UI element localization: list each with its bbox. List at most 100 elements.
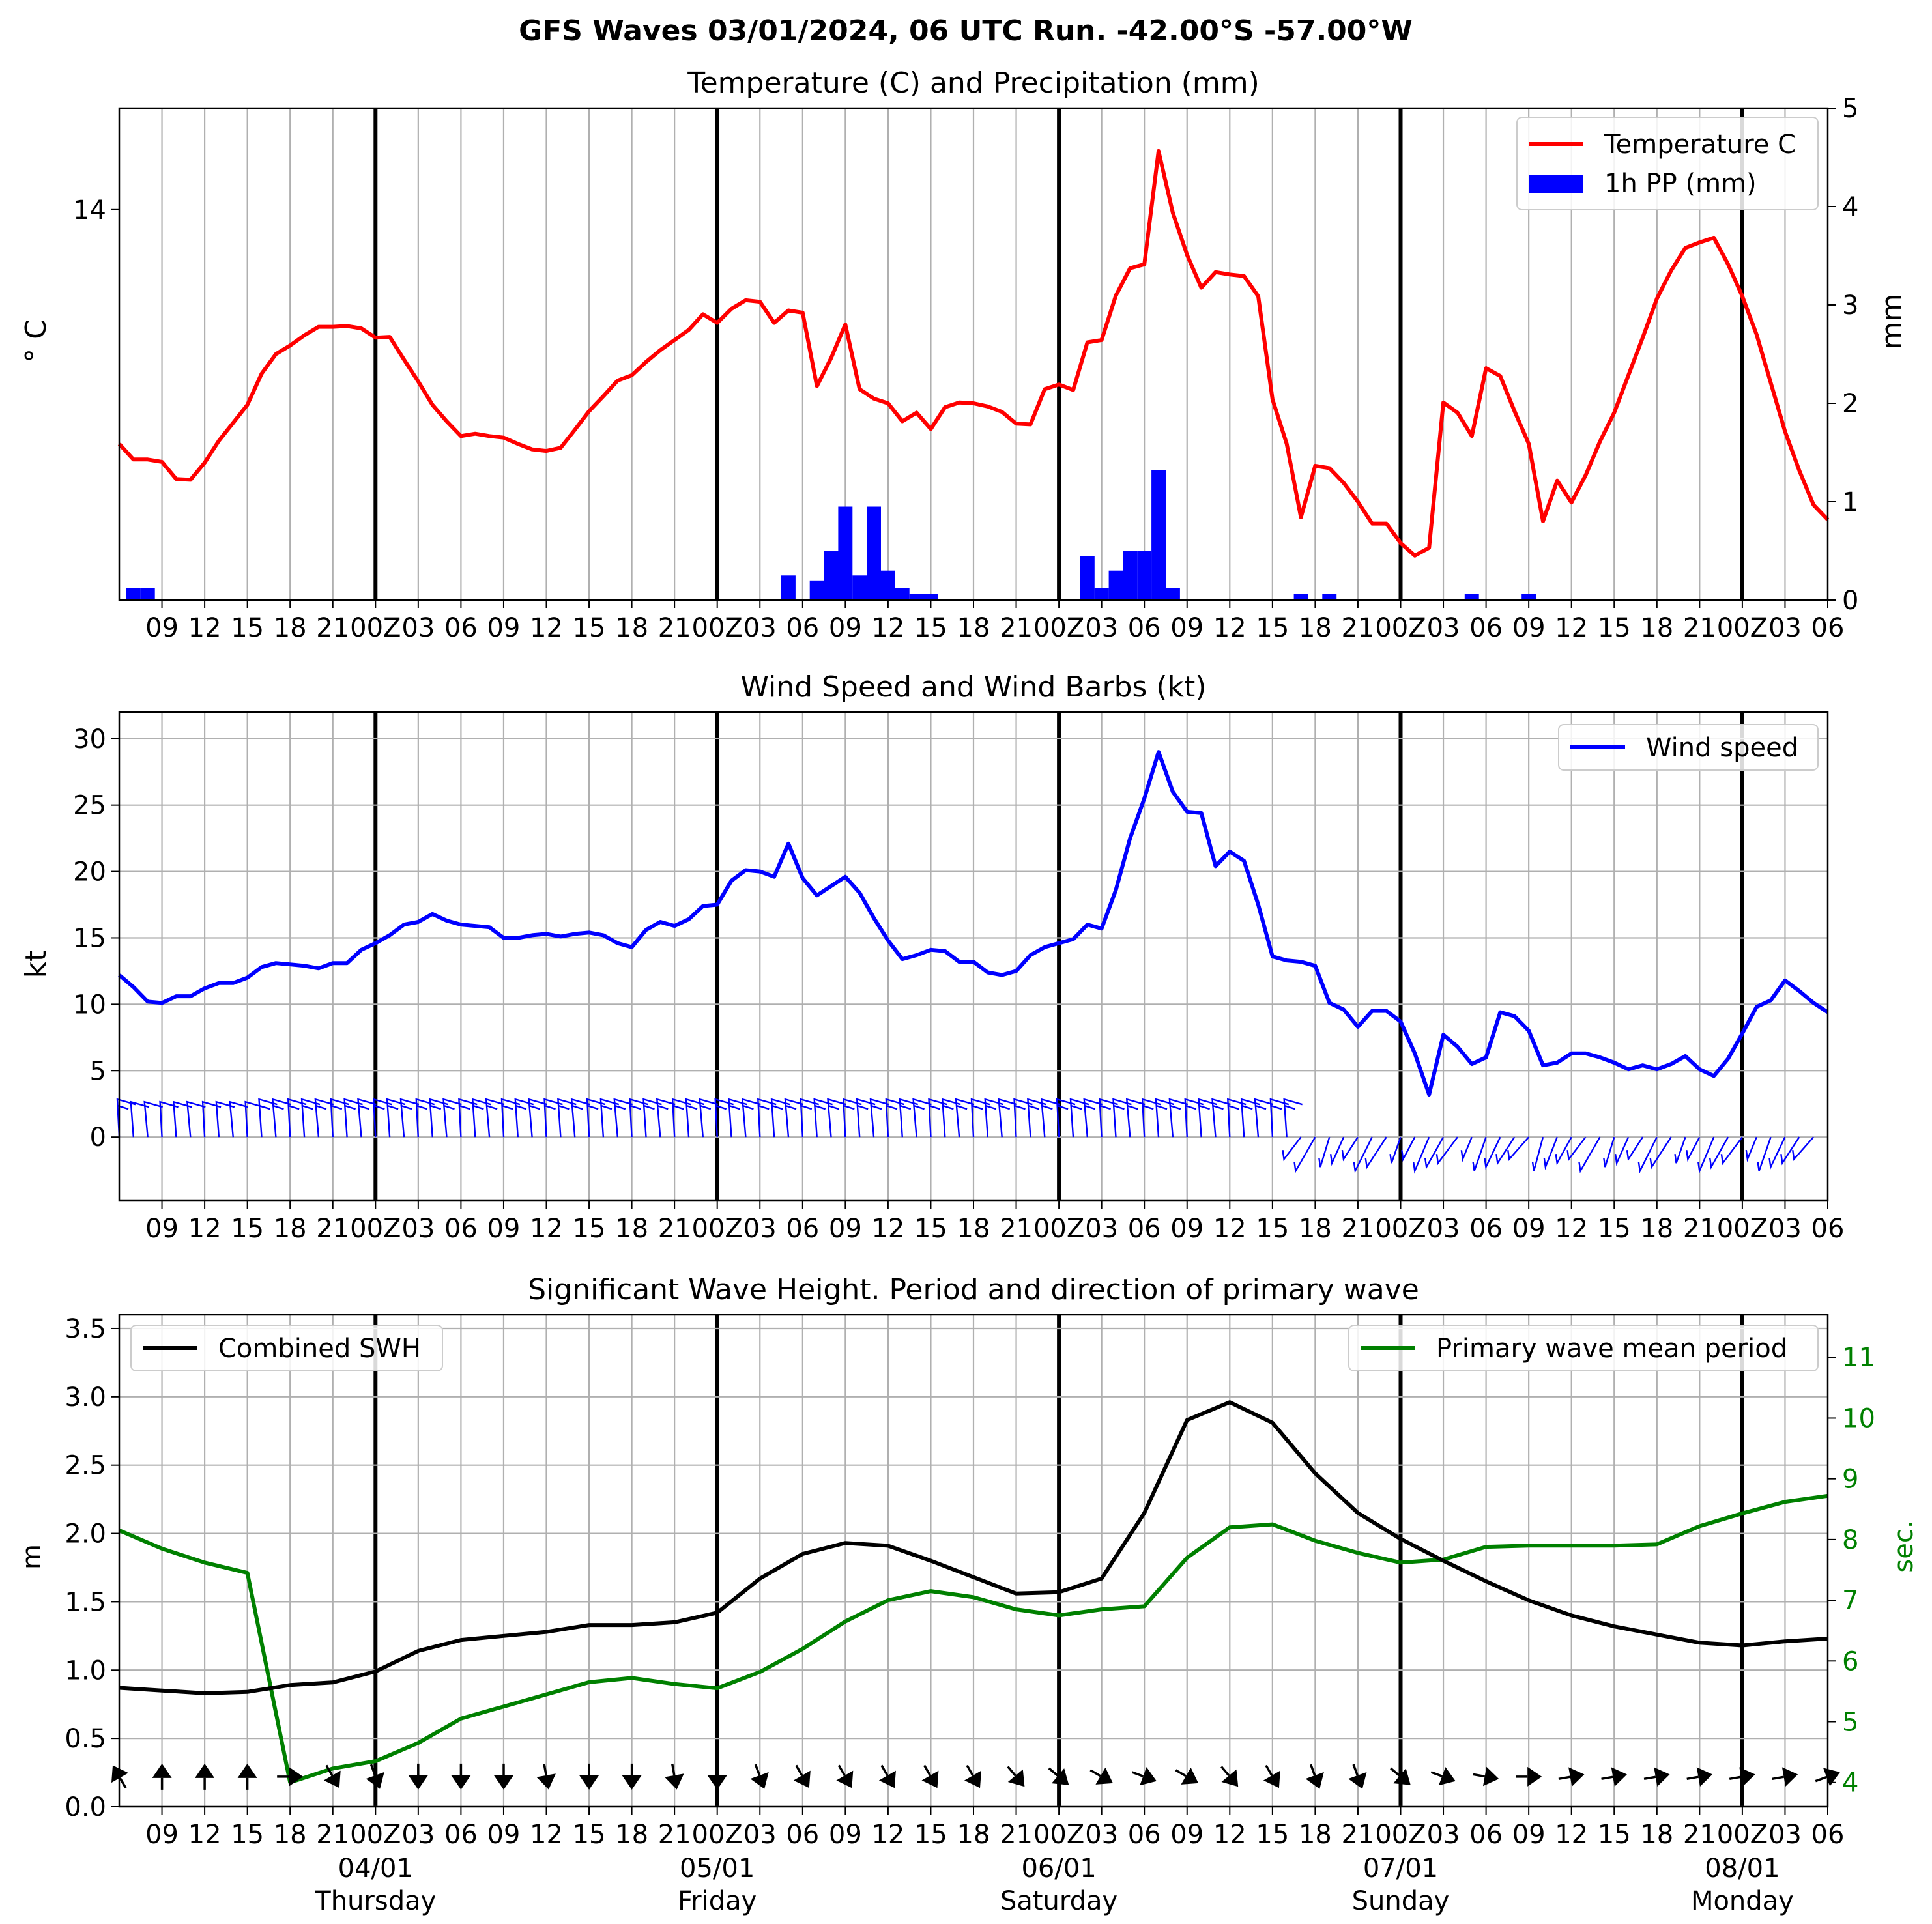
arrow-shaft [880, 1764, 889, 1776]
wave-direction-arrow [1263, 1764, 1280, 1788]
y-tick-label: 20 [73, 857, 106, 887]
x-day-weekday-label: Friday [678, 1886, 757, 1916]
arrow-head [366, 1772, 384, 1789]
x-tick-label: 15 [1598, 613, 1631, 643]
wind-barb [458, 1098, 478, 1138]
y-tick-label: 25 [73, 791, 106, 821]
wind-barb [1168, 1098, 1189, 1138]
x-day-date-label: 04/01 [338, 1854, 413, 1884]
wind-barb [1578, 1136, 1601, 1173]
wave-direction-arrow [536, 1763, 556, 1790]
wind-barb [442, 1098, 462, 1138]
x-tick-label: 12 [188, 1214, 222, 1244]
wave-direction-arrow [1220, 1766, 1239, 1787]
arrow-shaft [837, 1764, 846, 1776]
y2-tick-label: 6 [1842, 1646, 1858, 1676]
wind-barb [1353, 1136, 1373, 1174]
panel-title: Wind Speed and Wind Barbs (kt) [741, 670, 1207, 704]
x-tick-label: 06 [1811, 1214, 1845, 1244]
legend-label-period: Primary wave mean period [1436, 1334, 1787, 1364]
x-day-weekday-label: Thursday [314, 1886, 436, 1916]
wave-direction-arrow [793, 1764, 811, 1788]
x-tick-label: 21 [1000, 1214, 1033, 1244]
wind-barb [928, 1098, 947, 1138]
y2-tick-label: 1 [1842, 487, 1858, 517]
wind-barb [1401, 1136, 1416, 1162]
wind-barb [714, 1098, 734, 1138]
arrow-head [1181, 1767, 1199, 1785]
arrow-head [921, 1770, 939, 1788]
wave-direction-arrow [1772, 1767, 1798, 1787]
wind-barb [813, 1098, 833, 1138]
wind-barb [869, 1098, 889, 1138]
arrow-head [494, 1775, 513, 1790]
wave-direction-arrow [878, 1764, 896, 1788]
x-tick-label: 00Z [1375, 613, 1426, 643]
x-tick-label: 09 [1512, 613, 1546, 643]
x-tick-label: 18 [274, 613, 307, 643]
x-day-date-label: 07/01 [1363, 1854, 1438, 1884]
precip-bar [1464, 594, 1479, 600]
x-tick-label: 18 [1299, 1820, 1332, 1850]
legend-swatch-precipitation [1529, 175, 1583, 193]
legend-label-swh: Combined SWH [218, 1334, 421, 1364]
x-tick-label: 21 [316, 1214, 349, 1244]
precip-bar [140, 588, 155, 600]
x-tick-label: 15 [1598, 1214, 1631, 1244]
x-tick-label: 03 [1768, 613, 1802, 643]
x-tick-label: 09 [1512, 1214, 1546, 1244]
y2-tick-label: 4 [1842, 1768, 1858, 1798]
x-tick-label: 06 [1811, 613, 1845, 643]
y-tick-label: 30 [73, 725, 106, 754]
precip-bar [867, 506, 881, 600]
y-tick-label: 5 [90, 1056, 106, 1086]
precip-bar [1166, 588, 1180, 600]
x-tick-label: 03 [1768, 1214, 1802, 1244]
x-tick-label: 09 [145, 613, 179, 643]
wind-barb [998, 1098, 1018, 1138]
wave-direction-arrow [277, 1766, 304, 1787]
x-day-date-label: 05/01 [680, 1854, 755, 1884]
wind-barb [1603, 1136, 1615, 1168]
x-tick-label: 18 [274, 1820, 307, 1850]
arrow-head [964, 1770, 981, 1788]
precip-bar [1094, 588, 1109, 600]
wind-barb [1155, 1098, 1175, 1138]
wind-barb [1674, 1136, 1686, 1164]
wind-barb [1768, 1136, 1786, 1170]
x-tick-label: 00Z [692, 613, 743, 643]
y2-axis-label: mm [1875, 294, 1909, 350]
arrow-head [408, 1775, 428, 1790]
wave-direction-arrow [152, 1763, 172, 1790]
x-tick-label: 06 [444, 1214, 478, 1244]
x-tick-label: 12 [188, 613, 222, 643]
wind-barb [1083, 1098, 1103, 1138]
x-tick-label: 18 [957, 613, 990, 643]
precip-bar [1151, 470, 1166, 600]
wind-barb [272, 1098, 291, 1138]
wave-period-line [118, 1493, 1828, 1785]
wind-barb [1460, 1136, 1473, 1162]
arrow-head [750, 1772, 769, 1789]
wave-direction-arrow [750, 1764, 769, 1789]
x-tick-label: 09 [1512, 1820, 1546, 1850]
wind-barb [629, 1098, 648, 1138]
arrow-head [1263, 1770, 1280, 1788]
x-tick-label: 03 [743, 613, 777, 643]
wave-direction-arrow [1686, 1767, 1712, 1787]
arrow-shaft [670, 1763, 676, 1776]
x-tick-label: 03 [743, 1820, 777, 1850]
wind-barb [1780, 1136, 1800, 1166]
wind-barb [258, 1098, 278, 1138]
wave-direction-arrow [921, 1764, 939, 1788]
arrow-shaft [1473, 1773, 1485, 1778]
wind-barb [314, 1098, 334, 1138]
arrow-shaft [923, 1764, 932, 1776]
wind-barb [1184, 1098, 1204, 1138]
wind-barb [941, 1098, 961, 1138]
arrow-head [1568, 1767, 1585, 1787]
wind-barb [1435, 1136, 1458, 1166]
y2-tick-label: 2 [1842, 389, 1858, 419]
x-tick-label: 15 [573, 1214, 606, 1244]
x-tick-label: 21 [1000, 613, 1033, 643]
